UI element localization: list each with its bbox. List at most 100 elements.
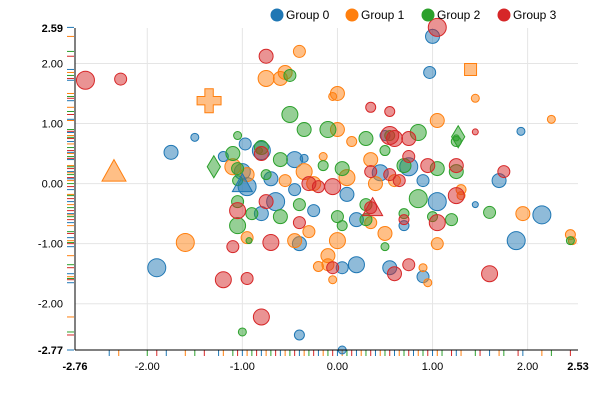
- point-group3-11: [420, 158, 436, 174]
- point-group1-36: [328, 275, 338, 285]
- x-tick-label: 0.00: [327, 361, 348, 373]
- point-group3-35: [481, 265, 499, 283]
- point-group3-2: [365, 101, 377, 113]
- point-group0-14: [147, 258, 167, 278]
- point-group3-32: [326, 261, 340, 275]
- marker-triangle-6: [361, 196, 384, 217]
- point-group2-38: [245, 237, 253, 245]
- point-group2-1: [281, 106, 299, 124]
- point-group3-21: [229, 202, 247, 220]
- point-group1-20: [175, 232, 195, 252]
- legend-dot-1: [345, 8, 359, 22]
- legend-label-3: Group 3: [513, 8, 557, 22]
- point-group3-3: [384, 106, 396, 118]
- y-tick-label: 2.00: [42, 58, 63, 70]
- point-group2-0: [283, 68, 297, 82]
- point-group3-34: [402, 258, 416, 272]
- point-group1-29: [418, 263, 428, 273]
- point-group0-6: [416, 174, 430, 188]
- point-group1-8: [546, 114, 556, 124]
- point-group2-18: [231, 162, 245, 176]
- point-group0-21: [288, 183, 302, 197]
- rug-marks: [67, 26, 571, 356]
- point-group3-22: [258, 194, 274, 210]
- point-group0-3: [471, 201, 479, 209]
- point-group0-2: [516, 126, 526, 136]
- point-group1-24: [328, 232, 346, 250]
- point-group0-1: [423, 65, 437, 79]
- point-group2-17: [225, 146, 241, 162]
- point-group0-35: [299, 153, 309, 163]
- point-group0-9: [506, 231, 526, 251]
- point-group3-1: [258, 48, 274, 64]
- point-group2-23: [245, 207, 259, 221]
- legend-dot-2: [421, 8, 435, 22]
- point-group1-31: [430, 237, 444, 251]
- point-group2-36: [380, 242, 390, 252]
- point-group0-17: [238, 137, 252, 151]
- legend-dot-3: [497, 8, 511, 22]
- x-tick-label: 1.00: [422, 361, 443, 373]
- point-group2-13: [379, 145, 391, 157]
- marker-triangle-2: [101, 158, 127, 182]
- point-group3-20: [497, 165, 511, 179]
- y-min-label: -2.77: [38, 345, 63, 357]
- point-group1-12: [278, 174, 292, 188]
- point-group3-12: [448, 158, 464, 174]
- point-group0-26: [293, 329, 305, 341]
- point-group1-17: [367, 176, 383, 192]
- point-group2-4: [358, 131, 374, 147]
- point-group2-22: [229, 217, 247, 235]
- point-group1-5: [328, 91, 338, 101]
- point-group3-19: [447, 187, 465, 205]
- point-group2-27: [336, 220, 348, 232]
- point-group3-0: [427, 17, 447, 37]
- marker-cross-0: [196, 88, 222, 114]
- marker-diamond-4: [451, 124, 466, 149]
- point-group2-3: [319, 121, 337, 139]
- y-tick-label: 0.00: [42, 179, 63, 191]
- point-group2-11: [317, 160, 329, 172]
- point-group2-25: [292, 198, 306, 212]
- point-group3-17: [324, 178, 342, 196]
- x-tick-label: -1.00: [230, 361, 255, 373]
- x-tick-label: 2.00: [517, 361, 538, 373]
- y-tick-label: -2.00: [38, 299, 63, 311]
- point-group1-37: [312, 260, 324, 272]
- legend-label-0: Group 0: [286, 8, 330, 22]
- point-group0-7: [427, 192, 447, 212]
- x-min-label: -2.76: [62, 361, 87, 373]
- legend-label-2: Group 2: [437, 8, 481, 22]
- point-group2-34: [483, 205, 497, 219]
- point-group1-15: [318, 152, 328, 162]
- y-tick-label: 1.00: [42, 119, 63, 131]
- point-group3-4: [471, 128, 479, 136]
- y-tick-label: -1.00: [38, 239, 63, 251]
- point-group3-33: [386, 266, 402, 282]
- point-group2-2: [296, 122, 312, 138]
- point-group1-6: [429, 113, 445, 129]
- x-tick-label: -2.00: [135, 361, 160, 373]
- point-group0-22: [307, 204, 321, 218]
- point-group3-18: [311, 180, 325, 194]
- legend-label-1: Group 1: [361, 8, 405, 22]
- point-group3-15: [392, 174, 406, 188]
- point-group3-9: [401, 131, 417, 147]
- marker-diamond-3: [206, 154, 222, 179]
- point-group2-8: [233, 131, 243, 141]
- point-group3-29: [214, 271, 232, 289]
- data-points: [75, 17, 577, 355]
- point-group3-5: [75, 70, 95, 90]
- point-group3-13: [364, 165, 378, 179]
- point-group3-31: [252, 308, 270, 326]
- point-group2-26: [330, 210, 344, 224]
- point-group1-7: [470, 93, 480, 103]
- point-group1-10: [346, 136, 358, 148]
- point-group2-24: [272, 209, 288, 225]
- point-group1-22: [302, 225, 316, 239]
- point-group1-33: [515, 206, 531, 222]
- marker-square-1: [464, 62, 478, 76]
- point-group1-30: [423, 278, 433, 288]
- axes: -2.00 -1.00 0.00 1.00 2.00 -2.00 -1.00 0.00 1.00…: [38, 23, 589, 373]
